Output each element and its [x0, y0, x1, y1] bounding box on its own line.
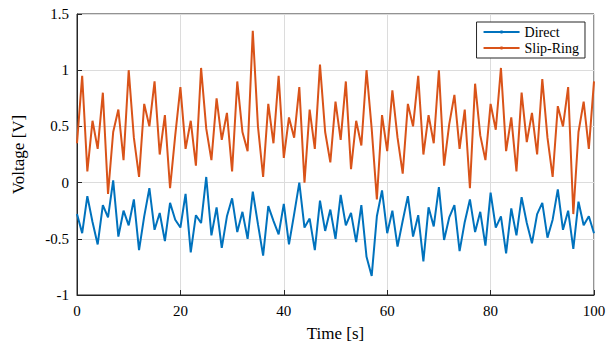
- svg-text:40: 40: [276, 303, 291, 319]
- svg-text:1.5: 1.5: [50, 6, 69, 22]
- svg-text:Voltage [V]: Voltage [V]: [9, 115, 28, 194]
- svg-text:1: 1: [62, 62, 70, 78]
- svg-text:0: 0: [73, 303, 81, 319]
- svg-text:100: 100: [583, 303, 606, 319]
- svg-text:0.5: 0.5: [50, 118, 69, 134]
- svg-text:Time [s]: Time [s]: [307, 324, 364, 343]
- svg-text:-1: -1: [57, 287, 70, 303]
- svg-text:0: 0: [62, 175, 70, 191]
- svg-text:20: 20: [173, 303, 188, 319]
- svg-text:80: 80: [483, 303, 498, 319]
- svg-text:-0.5: -0.5: [45, 231, 69, 247]
- svg-text:60: 60: [380, 303, 395, 319]
- svg-text:Direct: Direct: [525, 25, 560, 40]
- svg-text:Slip-Ring: Slip-Ring: [525, 41, 579, 56]
